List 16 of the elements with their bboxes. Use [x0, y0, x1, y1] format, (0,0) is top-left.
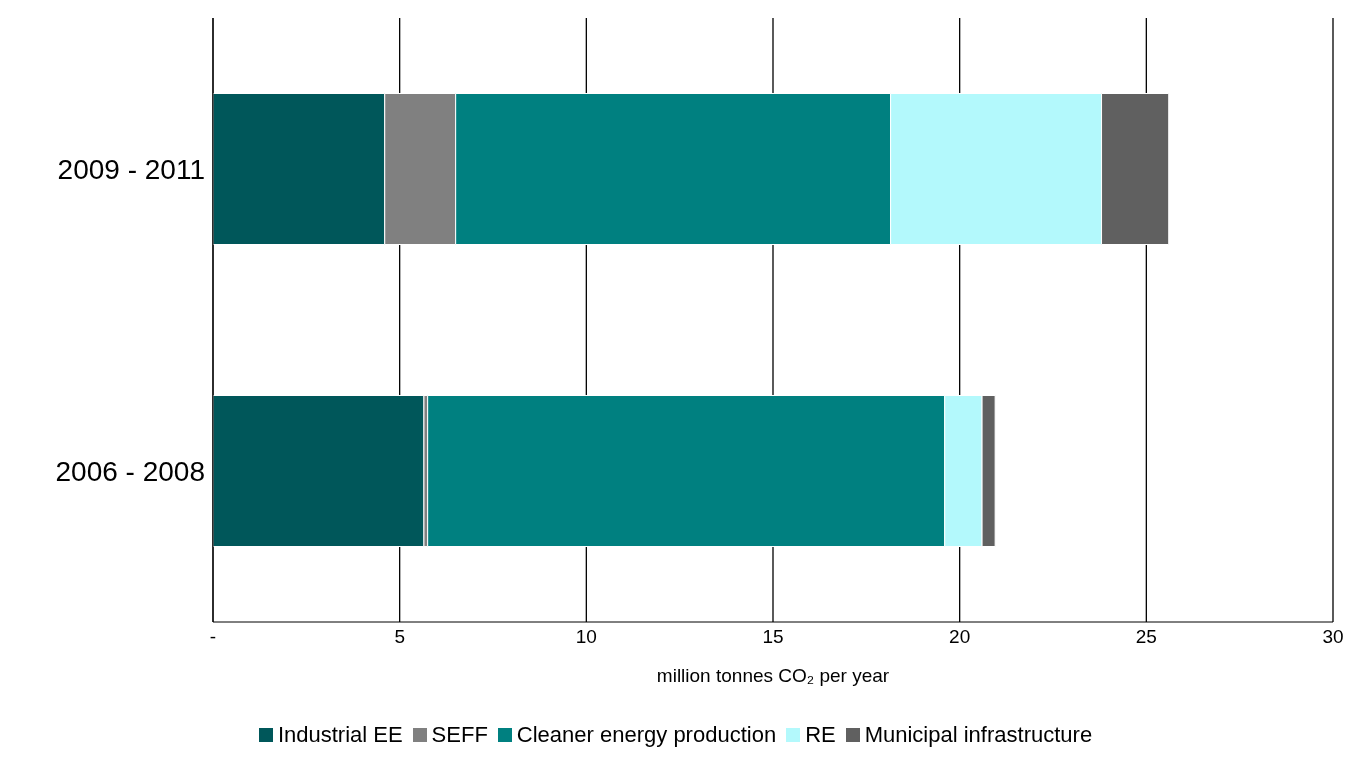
- legend-label: Industrial EE: [277, 722, 403, 748]
- legend-label: SEFF: [431, 722, 488, 748]
- x-tick-label: 30: [1322, 626, 1344, 648]
- legend-label: RE: [805, 722, 836, 748]
- x-axis-title: million tonnes CO₂ per year: [656, 665, 890, 686]
- x-tick-label: 15: [762, 626, 784, 648]
- y-tick-label: 2009 - 2011: [57, 153, 205, 185]
- legend-label: Cleaner energy production: [516, 722, 777, 748]
- x-tick-label: 25: [1135, 626, 1157, 648]
- x-tick-label: 10: [575, 626, 597, 648]
- legend-label: Municipal infrastructure: [864, 722, 1093, 748]
- x-tick-label: -: [209, 626, 217, 648]
- x-tick-label: 5: [394, 626, 405, 648]
- y-tick-label: 2006 - 2008: [55, 455, 205, 487]
- x-tick-label: 20: [949, 626, 971, 648]
- bar: [213, 395, 425, 547]
